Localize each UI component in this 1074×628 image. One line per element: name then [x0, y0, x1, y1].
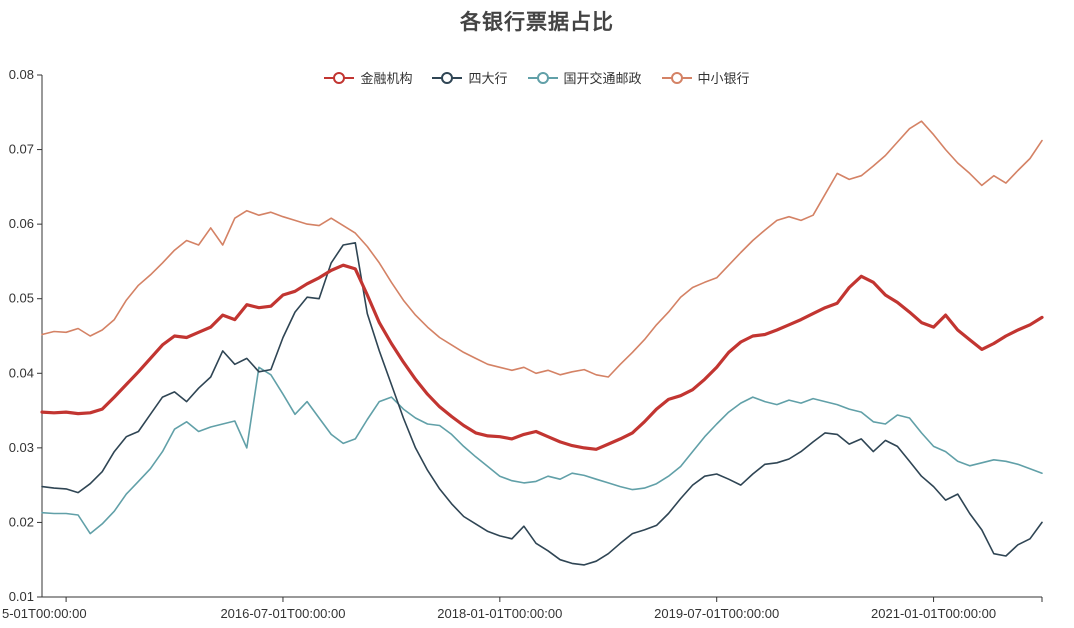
- y-axis-tick-label: 0.05: [9, 291, 34, 306]
- y-axis-tick-label: 0.04: [9, 365, 34, 380]
- x-axis-tick-label: 2021-01-01T00:00:00: [871, 606, 996, 621]
- legend-line-circle-icon: [324, 71, 355, 84]
- x-axis-tick-label: 5-01T00:00:00: [2, 606, 87, 621]
- chart-title: 各银行票据占比: [460, 11, 614, 34]
- legend-item-3[interactable]: 中小银行: [661, 68, 750, 87]
- series-line-1: [41, 242, 1043, 566]
- y-axis-tick-label: 0.06: [9, 216, 34, 231]
- x-axis-tick-label: 2016-07-01T00:00:00: [220, 606, 345, 621]
- legend-label: 中小银行: [697, 71, 750, 86]
- legend-item-0[interactable]: 金融机构: [324, 68, 412, 87]
- legend-label: 四大行: [468, 71, 508, 86]
- legend: 金融机构 四大行 国开交通邮政 中小银行: [0, 68, 1074, 87]
- y-axis-tick-label: 0.03: [9, 440, 34, 455]
- legend-line-circle-icon: [527, 71, 558, 84]
- y-axis-tick-label: 0.08: [9, 67, 34, 82]
- y-axis-tick-label: 0.07: [9, 142, 34, 157]
- legend-item-2[interactable]: 国开交通邮政: [527, 68, 642, 87]
- y-axis-tick-label: 0.01: [9, 589, 34, 604]
- legend-label: 金融机构: [360, 71, 413, 86]
- x-axis-tick-label: 2018-01-01T00:00:00: [437, 606, 562, 621]
- series-line-2: [41, 366, 1043, 535]
- y-axis-tick-label: 0.02: [9, 514, 34, 529]
- legend-label: 国开交通邮政: [563, 71, 642, 86]
- legend-line-circle-icon: [432, 71, 463, 84]
- series-line-3: [41, 120, 1043, 378]
- x-axis-tick-label: 2019-07-01T00:00:00: [654, 606, 779, 621]
- series-line-0: [40, 263, 1044, 451]
- legend-item-1[interactable]: 四大行: [432, 68, 508, 87]
- legend-line-circle-icon: [661, 71, 692, 84]
